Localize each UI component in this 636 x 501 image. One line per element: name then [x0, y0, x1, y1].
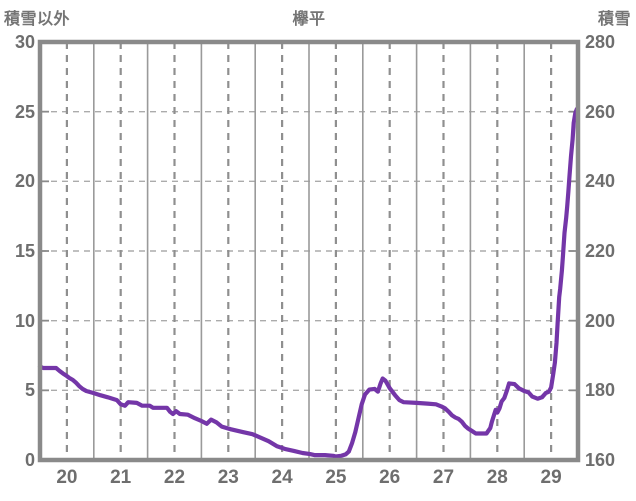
left-tick-label: 25 [14, 101, 35, 122]
right-tick-label: 200 [585, 310, 616, 331]
x-tick-label: 29 [540, 467, 562, 488]
snow-depth-line [37, 106, 580, 459]
x-tick-label: 22 [163, 467, 186, 488]
left-tick-label: 5 [24, 380, 35, 401]
right-tick-label: 220 [585, 241, 616, 261]
right-tick-label: 280 [585, 32, 616, 52]
right-axis-title: 積雪 [597, 11, 631, 28]
plot-border [37, 39, 581, 463]
right-tick-label: 180 [585, 380, 616, 401]
left-axis-title: 積雪以外 [4, 11, 71, 28]
x-tick-label: 26 [379, 467, 401, 488]
x-tick-label: 20 [56, 467, 78, 488]
left-tick-label: 10 [14, 310, 35, 331]
x-tick-label: 24 [271, 467, 293, 488]
x-tick-label: 23 [217, 467, 239, 488]
chart-title: 欅平 [292, 11, 326, 28]
right-tick-label: 240 [585, 171, 616, 192]
left-tick-label: 15 [14, 241, 35, 261]
x-tick-label: 27 [432, 467, 455, 488]
x-tick-label: 28 [486, 467, 508, 488]
left-tick-label: 30 [14, 32, 35, 52]
x-tick-label: 25 [325, 467, 347, 488]
left-tick-label: 0 [24, 450, 35, 470]
right-tick-label: 260 [585, 101, 616, 122]
right-tick-label: 160 [585, 450, 616, 470]
left-tick-label: 20 [14, 171, 35, 192]
x-tick-label: 21 [110, 467, 132, 488]
